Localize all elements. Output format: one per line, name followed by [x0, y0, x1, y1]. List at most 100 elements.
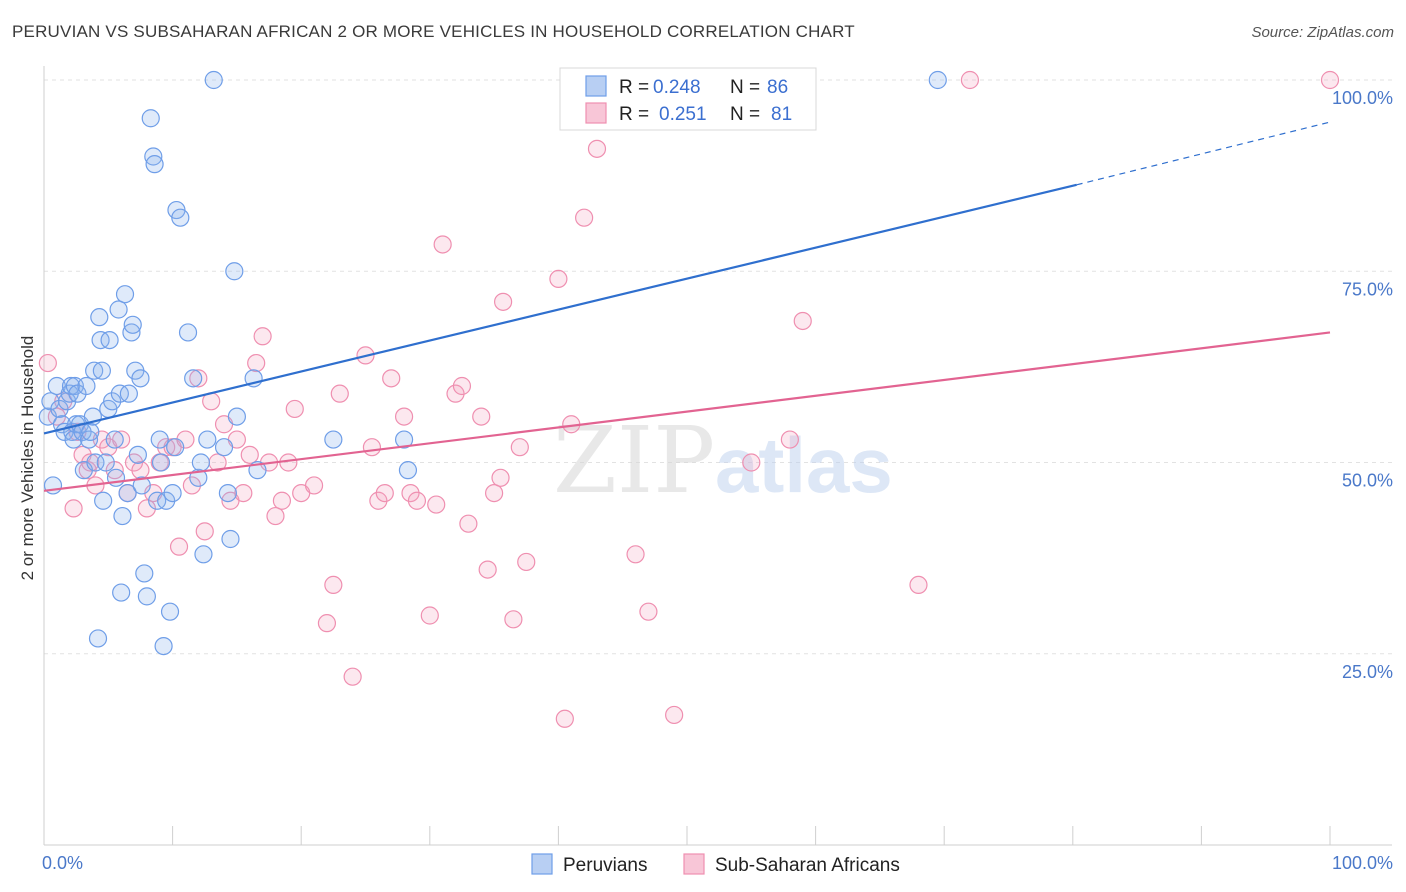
sub-saharan-point-69: [555, 709, 574, 728]
sub-saharan-point-80: [960, 70, 980, 90]
sub-saharan-point-73: [626, 545, 645, 564]
sub-saharan-point-67: [517, 552, 536, 572]
legend-r-label-1: R =: [619, 77, 649, 98]
sub-saharan-point-12: [112, 430, 131, 449]
peruvian-point-22: [85, 361, 104, 380]
sub-saharan-point-41: [304, 476, 324, 495]
sub-saharan-point-47: [362, 438, 382, 457]
sub-saharan-point-24: [189, 369, 208, 388]
peruvian-point-65: [189, 468, 208, 487]
sub-saharan-point-65: [504, 610, 523, 629]
legend-n-label-2: N =: [730, 104, 760, 125]
peruvian-point-33: [105, 430, 124, 449]
source-label: Source: ZipAtlas.com: [1251, 24, 1394, 41]
peruvian-point-80: [928, 70, 947, 90]
peruvian-point-40: [118, 484, 137, 503]
peruvians-trend-extension: [1076, 121, 1331, 186]
sub-saharan-point-61: [478, 560, 497, 579]
peruvian-point-67: [194, 545, 213, 564]
peruvian-point-47: [132, 476, 151, 495]
sub-saharan-point-60: [472, 407, 491, 426]
peruvian-point-20: [81, 422, 100, 441]
sub-saharan-point-21: [169, 537, 189, 556]
legend-r-value-1: 0.248: [653, 77, 701, 98]
bottom-legend-swatch-peruvians: [531, 853, 553, 875]
sub-saharan-point-72: [587, 139, 607, 158]
series-legend: Peruvians Sub-Saharan Africans: [531, 853, 900, 876]
legend-r-label-2: R =: [619, 104, 649, 125]
peruvian-point-19: [79, 430, 99, 449]
sub-saharan-point-68: [549, 269, 568, 288]
sub-saharan-trend-line: [43, 331, 1331, 492]
sub-saharan-point-50: [382, 369, 401, 388]
peruvian-point-58: [160, 602, 180, 621]
sub-saharan-point-36: [266, 506, 285, 526]
sub-saharan-point-43: [324, 575, 343, 595]
peruvians-trend-line: [43, 183, 1077, 435]
correlation-legend: R = 0.248 N = 86 R = 0.251 N = 81: [559, 67, 817, 131]
peruvian-point-28: [94, 491, 113, 510]
legend-n-value-1: 86: [767, 77, 788, 98]
y-tick-labels: 25.0% 50.0% 75.0% 100.0%: [1332, 88, 1393, 682]
sub-saharan-point-75: [665, 705, 684, 725]
sub-saharan-point-25: [195, 522, 214, 541]
sub-saharan-point-74: [639, 602, 658, 621]
peruvian-point-59: [163, 484, 182, 503]
sub-saharan-point-62: [485, 484, 504, 503]
peruvian-point-23: [86, 453, 105, 472]
sub-saharan-point-55: [427, 495, 446, 514]
peruvian-point-43: [123, 315, 142, 334]
chart-title: PERUVIAN VS SUBSAHARAN AFRICAN 2 OR MORE…: [12, 22, 855, 41]
bottom-legend-swatch-sub-saharan: [683, 853, 705, 875]
sub-saharan-point-42: [317, 614, 337, 633]
peruvian-point-72: [221, 529, 240, 549]
peruvian-point-48: [135, 564, 154, 583]
y-axis-label: 2 or more Vehicles in Household: [18, 336, 37, 581]
sub-saharan-point-39: [285, 399, 304, 419]
sub-saharan-point-63: [491, 468, 510, 487]
peruvian-point-27: [92, 361, 111, 380]
sub-saharan-point-34: [253, 327, 272, 346]
peruvian-point-54: [150, 430, 169, 449]
sub-saharan-point-15: [131, 461, 150, 480]
sub-saharan-point-44: [330, 384, 349, 403]
y-tick-label-1: 50.0%: [1342, 471, 1393, 491]
sub-saharan-point-22: [176, 430, 195, 449]
peruvian-point-46: [131, 369, 150, 388]
sub-saharan-point-32: [240, 445, 259, 464]
peruvian-point-51: [144, 147, 163, 166]
peruvian-point-25: [90, 308, 109, 327]
peruvian-point-71: [218, 484, 237, 503]
trend-lines: [43, 121, 1331, 492]
peruvian-point-35: [109, 300, 128, 319]
y-tick-label-3: 100.0%: [1332, 88, 1393, 108]
axes: [43, 66, 1392, 846]
legend-swatch-peruvians: [585, 75, 607, 97]
peruvian-point-42: [122, 323, 141, 342]
peruvian-point-32: [103, 392, 122, 411]
sub-saharan-point-3: [64, 499, 83, 518]
peruvian-point-66: [191, 453, 210, 472]
peruvian-point-50: [141, 109, 160, 128]
sub-saharan-point-64: [494, 292, 513, 311]
peruvian-point-73: [225, 262, 244, 281]
sub-saharan-point-78: [793, 311, 812, 331]
legend-swatch-sub-saharan: [585, 102, 607, 124]
x-tick-label-min: 0.0%: [42, 853, 83, 873]
sub-saharan-point-76: [742, 453, 761, 472]
peruvian-point-60: [166, 438, 185, 457]
peruvian-point-78: [394, 430, 414, 449]
x-tick-label-max: 100.0%: [1332, 853, 1393, 873]
peruvian-point-4: [50, 399, 69, 419]
peruvian-point-74: [227, 407, 246, 426]
peruvian-point-64: [184, 369, 203, 388]
peruvian-point-38: [113, 506, 132, 526]
gridlines: [44, 79, 1392, 655]
peruvian-point-41: [119, 384, 138, 403]
bottom-legend-label-sub-saharan: Sub-Saharan Africans: [715, 855, 900, 876]
peruvian-point-56: [154, 636, 173, 656]
peruvian-point-52: [145, 155, 164, 174]
peruvian-point-49: [137, 587, 156, 606]
series-sub-saharan-africans: [38, 70, 1340, 728]
